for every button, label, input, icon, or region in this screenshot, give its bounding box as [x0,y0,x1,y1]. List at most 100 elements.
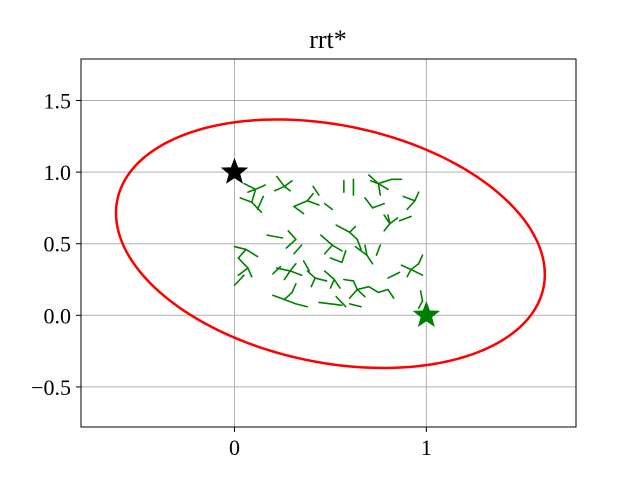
tree-edge [256,195,265,211]
tree-edge [377,182,382,196]
axis-ticks: 0 1 −0.5 0.0 0.5 1.0 1.5 [31,89,432,460]
tree-edge [314,277,328,282]
tree-edge [398,215,412,222]
tree-edge [302,260,311,272]
tree-edge [377,182,389,191]
tree-edge [367,285,380,294]
tree-edge [293,244,303,255]
tree-edge [371,202,385,209]
tree-edge [417,254,424,265]
grid-lines [81,59,576,427]
tree-edge [364,197,374,209]
y-tick-label: 1.0 [44,160,72,185]
tree-edge [272,294,286,301]
y-tick-label: 1.5 [44,89,72,114]
tree-edge [287,230,297,241]
tree-edge [343,278,355,282]
x-tick-label: 1 [421,435,432,460]
tree-edge [310,277,316,288]
tree-edge [417,300,424,309]
tree-edge [335,295,347,308]
tree-edge [283,270,291,281]
tree-edge [400,264,412,271]
tree-edge [356,285,370,291]
tree-edge [329,303,343,307]
start-marker [220,157,249,184]
tree-edge [239,197,253,203]
tree-edge [389,217,399,225]
tree-edge [323,270,336,281]
tree-edge [243,182,257,191]
tree-edge [250,188,257,203]
tree-edge [377,288,389,294]
tree-edge [406,199,416,211]
tree-edge [283,179,293,188]
tree-edge [348,225,357,234]
tree-edge [410,268,424,277]
tree-edge [254,184,266,191]
tree-edge [250,201,263,214]
y-tick-label: −0.5 [31,375,71,400]
goal-marker [412,300,441,327]
tree-edge [266,234,284,239]
tree-edge [369,179,380,185]
tree-edge [320,234,334,246]
tree-edge [306,192,314,202]
tree-edge [293,205,305,215]
tree-edge [387,271,401,279]
tree-edge [348,231,359,241]
tree-edge [318,301,332,305]
tree-edge [283,291,293,301]
plot-data [114,118,547,370]
tree-edge [402,195,416,202]
tree-edge [366,254,374,265]
tree-edge [293,199,309,208]
tree-edge [354,245,368,256]
tree-edge [283,185,291,192]
tree-edge [273,185,286,192]
tree-edge [275,175,286,188]
tree-edge [233,245,247,251]
tree-edge [272,265,282,275]
tree-edge [335,224,351,234]
tree-edge [247,188,257,193]
tree-edge [410,262,420,271]
tree-edge [329,278,336,289]
tree-edge [323,202,334,211]
axes-frame [80,58,577,428]
tree-edge [329,257,343,264]
tree-edge [283,298,297,305]
tree-edge [383,222,391,232]
tree-edge [295,303,309,308]
tree-edge [331,244,343,252]
tree-edge [414,191,420,202]
tree-edge [341,250,347,264]
tree-edge [387,214,391,225]
tree-edge [247,267,253,278]
tree-edge [289,262,297,272]
tree-edge [333,278,341,289]
tree-edge [419,290,424,302]
y-tick-label: 0.5 [44,232,72,257]
tree-edge [348,303,362,308]
tree-edge [364,244,368,256]
tree-edge [356,238,362,251]
tree-edge [406,268,412,278]
tree-edge [237,267,249,277]
tree-edge [291,283,297,294]
tree-edge [237,248,247,259]
tree-edge [233,274,245,287]
tree-edge [306,270,316,279]
tree-edge [285,238,297,249]
tree-edge [306,199,320,206]
tree-edge [245,248,259,258]
x-tick-label: 0 [229,435,240,460]
tree-edge [377,178,393,185]
tree-edge [289,270,303,277]
tree-edge [352,280,359,291]
tree-edge [375,244,382,256]
tree-edge [387,288,395,299]
tree-edge [312,185,320,196]
